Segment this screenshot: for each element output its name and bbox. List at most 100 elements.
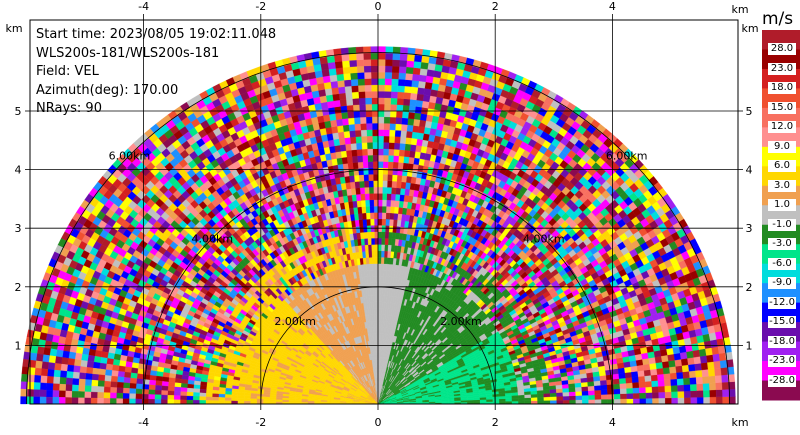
velocity-cell — [382, 276, 387, 284]
velocity-cell — [377, 276, 381, 283]
velocity-cell — [192, 399, 200, 405]
velocity-cell — [543, 393, 551, 398]
velocity-cell — [556, 399, 564, 405]
velocity-cell — [381, 199, 387, 207]
velocity-cell — [237, 397, 245, 402]
velocity-cell — [381, 206, 387, 213]
velocity-cell — [556, 396, 564, 401]
velocity-cell — [367, 244, 372, 252]
velocity-cell — [361, 206, 367, 214]
velocity-cell — [556, 392, 564, 397]
velocity-cell — [588, 394, 596, 400]
velocity-cell — [383, 250, 388, 258]
velocity-cell — [382, 295, 385, 303]
velocity-cell — [385, 218, 390, 226]
velocity-cell — [380, 257, 385, 264]
velocity-cell — [511, 397, 519, 402]
velocity-cell — [391, 238, 396, 246]
velocity-cell — [380, 288, 383, 296]
velocity-cell — [173, 386, 181, 392]
velocity-cell — [373, 205, 379, 213]
velocity-cell — [366, 225, 371, 233]
velocity-cell — [390, 193, 396, 201]
velocity-cell — [562, 387, 570, 393]
velocity-cell — [387, 244, 392, 252]
velocity-cell — [167, 386, 175, 392]
velocity-cell — [173, 391, 181, 396]
velocity-cell — [218, 393, 226, 398]
velocity-cell — [377, 263, 382, 271]
velocity-cell — [393, 213, 399, 221]
velocity-cell — [206, 385, 214, 391]
velocity-cell — [373, 212, 379, 220]
velocity-cell — [168, 377, 176, 383]
velocity-cell — [212, 389, 220, 395]
velocity-cell — [396, 219, 402, 227]
velocity-cell — [167, 395, 175, 400]
velocity-cell — [237, 395, 245, 399]
velocity-cell — [269, 397, 277, 400]
velocity-cell — [543, 400, 551, 405]
velocity-cell — [377, 244, 382, 251]
velocity-cell — [550, 396, 557, 401]
velocity-cell — [575, 391, 583, 396]
velocity-cell — [167, 399, 174, 405]
velocity-cell — [386, 257, 391, 265]
velocity-cell — [575, 386, 583, 392]
velocity-cell — [199, 392, 207, 397]
velocity-cell — [366, 218, 371, 226]
velocity-cell — [373, 218, 379, 226]
velocity-cell — [379, 308, 383, 315]
velocity-cell — [360, 199, 366, 207]
velocity-cell — [385, 206, 391, 214]
velocity-cell — [377, 231, 382, 239]
velocity-cell — [377, 212, 383, 220]
velocity-cell — [218, 390, 226, 395]
velocity-cell — [199, 400, 206, 405]
velocity-cell — [360, 193, 366, 201]
velocity-cell — [186, 387, 194, 393]
velocity-cell — [368, 257, 373, 264]
velocity-cell — [581, 395, 589, 400]
velocity-cell — [518, 394, 525, 399]
velocity-cell — [374, 231, 379, 239]
velocity-cell — [374, 237, 379, 245]
velocity-cell — [372, 276, 376, 283]
velocity-cell — [524, 397, 532, 402]
velocity-cell — [492, 398, 500, 402]
velocity-cell — [388, 231, 393, 239]
velocity-cell — [379, 320, 382, 328]
velocity-cell — [379, 327, 382, 334]
velocity-cell — [205, 393, 213, 398]
velocity-cell — [231, 391, 239, 396]
velocity-cell — [537, 393, 544, 398]
velocity-cell — [377, 237, 382, 245]
velocity-cell — [186, 391, 194, 397]
velocity-cell — [193, 380, 201, 386]
velocity-cell — [373, 193, 379, 200]
velocity-cell — [381, 218, 386, 226]
velocity-cell — [211, 396, 219, 401]
velocity-cell — [173, 399, 181, 405]
velocity-cell — [377, 199, 383, 207]
velocity-cell — [381, 231, 386, 239]
velocity-cell — [377, 218, 383, 226]
velocity-cell — [380, 269, 384, 277]
velocity-cell — [370, 237, 375, 245]
velocity-cell — [262, 399, 270, 402]
velocity-cell — [205, 389, 213, 394]
velocity-cell — [588, 390, 595, 396]
velocity-cell — [282, 399, 289, 403]
velocity-cell — [386, 199, 391, 207]
velocity-cell — [392, 219, 398, 227]
velocity-cell — [384, 231, 389, 239]
velocity-cell — [186, 399, 194, 405]
velocity-sectors — [20, 46, 736, 405]
velocity-cell — [379, 301, 383, 309]
velocity-cell — [388, 225, 394, 233]
velocity-cell — [365, 212, 371, 220]
velocity-cell — [375, 269, 379, 277]
velocity-cell — [256, 396, 264, 400]
velocity-cell — [537, 396, 545, 401]
velocity-cell — [381, 244, 385, 252]
